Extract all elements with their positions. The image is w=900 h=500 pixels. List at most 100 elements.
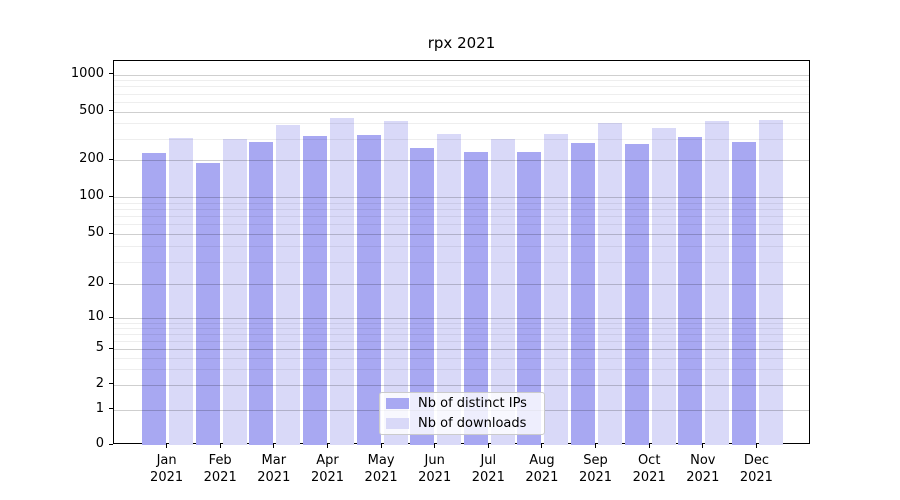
x-tick-label: May 2021 <box>353 452 409 486</box>
y-tick-mark <box>109 195 113 197</box>
y-tick-label: 5 <box>95 340 104 355</box>
bar-downloads-mar-2021 <box>276 125 301 445</box>
x-tick-label-month: Aug <box>529 453 555 468</box>
gridline-minor <box>114 93 809 95</box>
x-tick-label: Feb 2021 <box>192 452 248 486</box>
y-tick-mark <box>109 443 113 445</box>
x-tick-label-year: 2021 <box>686 470 720 485</box>
bar-distinct-ips-mar-2021 <box>249 142 274 445</box>
x-tick-mark <box>434 444 436 448</box>
x-tick-label-year: 2021 <box>525 470 559 485</box>
x-tick-label: Mar 2021 <box>246 452 302 486</box>
legend-swatch-distinct-ips <box>386 398 409 409</box>
bar-downloads-aug-2021 <box>544 134 569 445</box>
x-tick-mark <box>219 444 221 448</box>
y-tick-label: 500 <box>79 102 104 118</box>
y-tick-label: 200 <box>79 151 104 166</box>
bar-downloads-apr-2021 <box>330 118 354 445</box>
x-tick-label: Apr 2021 <box>300 452 356 486</box>
bar-downloads-sep-2021 <box>598 122 622 445</box>
x-tick-mark <box>648 444 650 448</box>
x-tick-label-year: 2021 <box>739 470 773 485</box>
x-tick-label-year: 2021 <box>150 470 184 485</box>
bar-downloads-may-2021 <box>383 120 408 445</box>
y-tick-mark <box>109 73 113 74</box>
x-tick-mark <box>595 444 596 448</box>
x-tick-label-year: 2021 <box>203 470 237 485</box>
bar-downloads-jan-2021 <box>169 137 194 445</box>
x-tick-label-month: Oct <box>637 453 661 468</box>
x-tick-label: Aug 2021 <box>514 452 570 486</box>
y-tick-mark <box>109 282 113 284</box>
bar-distinct-ips-apr-2021 <box>303 136 327 445</box>
bar-distinct-ips-feb-2021 <box>195 162 220 445</box>
x-tick-label-month: Jun <box>424 453 445 468</box>
y-tick-mark <box>109 347 113 349</box>
x-tick-label: Jan 2021 <box>139 452 195 486</box>
x-tick-label: Nov 2021 <box>675 452 731 486</box>
y-tick-label: 1 <box>95 400 104 416</box>
x-tick-mark <box>273 444 275 448</box>
plot-area <box>113 60 810 445</box>
x-tick-label-year: 2021 <box>364 470 398 485</box>
x-tick-label-year: 2021 <box>257 470 291 485</box>
y-tick-label: 10 <box>87 309 104 324</box>
x-tick-label-month: Mar <box>261 453 287 468</box>
x-tick-label-month: Dec <box>743 453 769 468</box>
gridline-minor <box>114 101 809 103</box>
y-tick-label: 2 <box>95 375 104 391</box>
bar-downloads-nov-2021 <box>705 120 730 445</box>
bar-distinct-ips-oct-2021 <box>624 144 649 445</box>
x-tick-label: Sep 2021 <box>568 452 624 486</box>
legend-swatch-downloads <box>386 418 409 429</box>
y-tick-label: 100 <box>79 188 104 203</box>
x-tick-label-year: 2021 <box>310 470 345 485</box>
legend-item-downloads: Nb of downloads <box>386 416 536 431</box>
gridline-major <box>114 74 809 76</box>
bar-distinct-ips-nov-2021 <box>678 136 703 445</box>
bar-downloads-oct-2021 <box>651 128 676 445</box>
y-tick-mark <box>109 383 113 384</box>
legend-label-downloads: Nb of downloads <box>418 416 527 431</box>
x-tick-label-month: Jul <box>480 453 497 468</box>
bar-distinct-ips-jan-2021 <box>142 152 167 445</box>
x-tick-mark <box>327 444 328 448</box>
gridline-minor <box>114 80 809 82</box>
y-tick-mark <box>109 316 113 318</box>
y-tick-mark <box>109 110 113 111</box>
x-tick-mark <box>166 444 168 448</box>
x-tick-mark <box>702 444 704 448</box>
x-tick-label: Oct 2021 <box>621 452 677 486</box>
x-tick-mark <box>380 444 382 448</box>
y-tick-label: 1000 <box>70 65 104 81</box>
y-tick-label: 20 <box>87 275 104 290</box>
bar-downloads-feb-2021 <box>222 138 247 445</box>
x-tick-label-year: 2021 <box>578 470 613 485</box>
x-tick-label-month: Apr <box>316 453 339 468</box>
x-tick-label-month: Nov <box>690 453 716 468</box>
bar-downloads-dec-2021 <box>758 119 783 445</box>
x-tick-label: Jun 2021 <box>407 452 463 486</box>
y-tick-mark <box>109 158 113 160</box>
gridline-minor <box>114 86 809 88</box>
y-tick-label: 0 <box>95 436 104 451</box>
y-tick-mark <box>109 232 113 234</box>
x-tick-label-year: 2021 <box>632 470 666 485</box>
x-tick-label-month: Feb <box>208 453 232 468</box>
bar-distinct-ips-sep-2021 <box>571 143 595 445</box>
legend: Nb of distinct IPs Nb of downloads <box>379 392 545 435</box>
bar-distinct-ips-dec-2021 <box>731 142 756 445</box>
y-tick-mark <box>109 408 113 409</box>
x-tick-label-year: 2021 <box>418 470 452 485</box>
x-tick-mark <box>541 444 543 448</box>
x-tick-mark <box>487 444 489 448</box>
bar-distinct-ips-may-2021 <box>356 135 381 445</box>
gridline-major <box>114 111 809 113</box>
x-tick-mark <box>755 444 757 448</box>
y-tick-label: 50 <box>87 225 104 240</box>
x-tick-label-year: 2021 <box>471 470 505 485</box>
legend-label-distinct-ips: Nb of distinct IPs <box>418 396 527 411</box>
chart-title: rpx 2021 <box>427 34 496 52</box>
x-tick-label: Jul 2021 <box>460 452 516 486</box>
